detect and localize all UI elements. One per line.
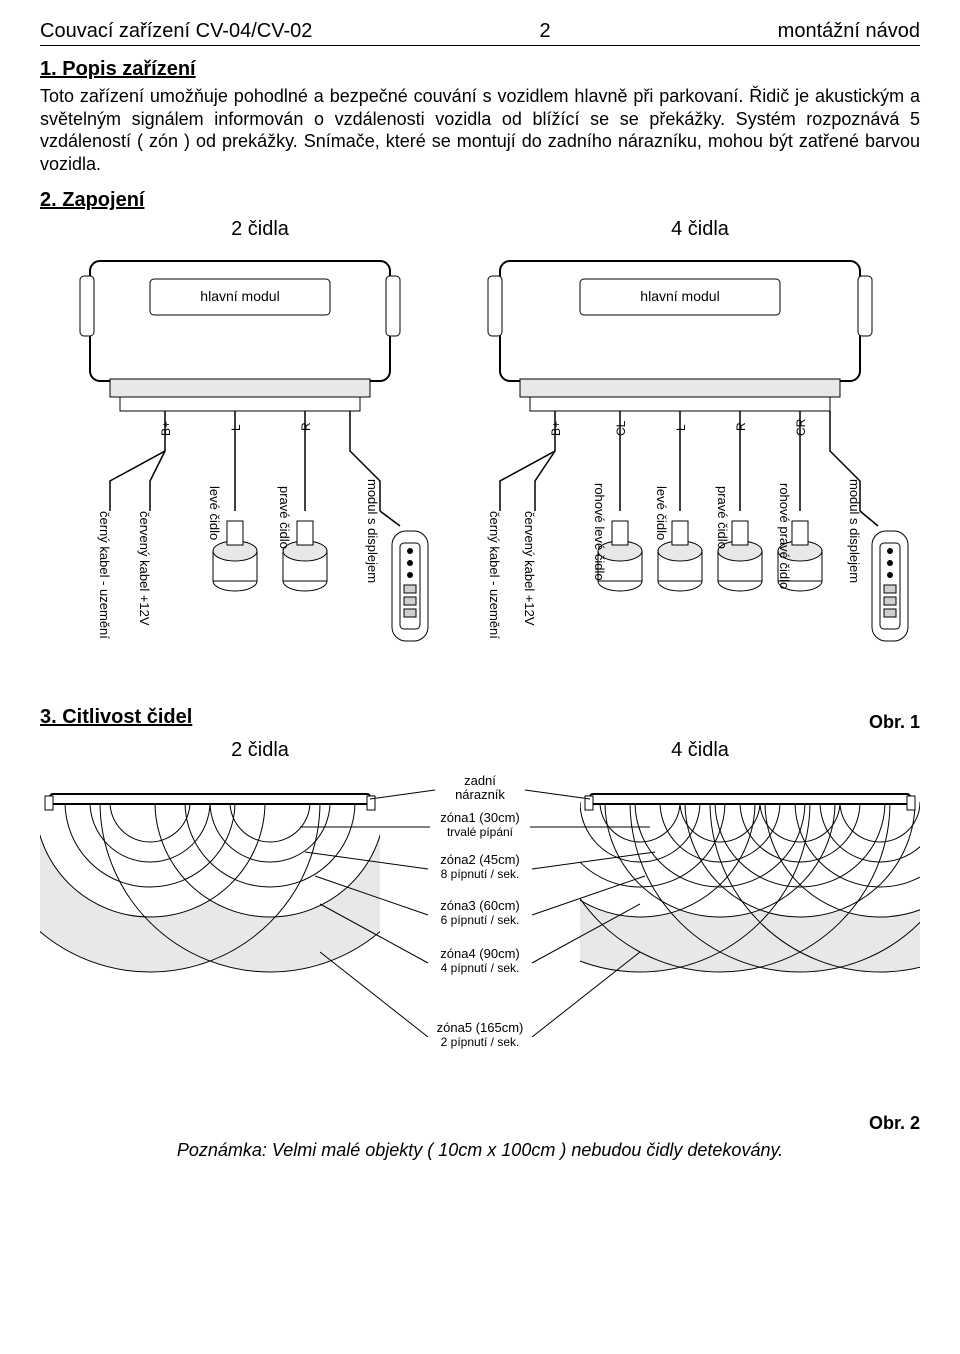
- svg-text:CL: CL: [614, 420, 628, 436]
- header-center: 2: [539, 20, 550, 43]
- svg-text:rohové levé čidlo: rohové levé čidlo: [592, 483, 607, 581]
- svg-text:zóna5 (165cm): zóna5 (165cm): [437, 1020, 524, 1035]
- svg-text:L: L: [229, 424, 243, 431]
- svg-text:pravé čidlo: pravé čidlo: [715, 486, 730, 549]
- wiring-left-label: 2 čidla: [231, 218, 289, 241]
- header-left: Couvací zařízení CV-04/CV-02: [40, 20, 312, 43]
- module-label-4: hlavní modul: [640, 288, 719, 304]
- svg-text:zóna2 (45cm): zóna2 (45cm): [440, 852, 519, 867]
- svg-text:modul s displejem: modul s displejem: [365, 479, 380, 583]
- svg-text:červený kabel +12V: červený kabel +12V: [522, 511, 537, 626]
- svg-text:zadní: zadní: [464, 773, 496, 788]
- svg-text:L: L: [674, 424, 688, 431]
- module-label-2: hlavní modul: [200, 288, 279, 304]
- svg-text:B+: B+: [159, 421, 173, 436]
- svg-text:černý kabel - uzemění: černý kabel - uzemění: [97, 511, 112, 639]
- section1-title: 1. Popis zařízení: [40, 58, 920, 81]
- svg-text:B+: B+: [549, 421, 563, 436]
- svg-text:4 pípnutí / sek.: 4 pípnutí / sek.: [441, 961, 520, 975]
- footnote: Poznámka: Velmi malé objekty ( 10cm x 10…: [40, 1140, 920, 1161]
- page-header: Couvací zařízení CV-04/CV-02 2 montážní …: [40, 20, 920, 46]
- svg-text:6 pípnutí / sek.: 6 pípnutí / sek.: [441, 913, 520, 927]
- section1-text: Toto zařízení umožňuje pohodlné a bezpeč…: [40, 85, 920, 175]
- svg-text:CR: CR: [794, 418, 808, 436]
- svg-text:levé čidlo: levé čidlo: [654, 486, 669, 540]
- svg-text:nárazník: nárazník: [455, 787, 505, 802]
- header-right: montážní návod: [778, 20, 920, 43]
- svg-text:modul s displejem: modul s displejem: [847, 479, 862, 583]
- svg-text:levé čidlo: levé čidlo: [207, 486, 222, 540]
- wiring-subheaders: 2 čidla 4 čidla: [40, 218, 920, 241]
- svg-text:8 pípnutí / sek.: 8 pípnutí / sek.: [441, 867, 520, 881]
- sens-right-label: 4 čidla: [671, 739, 729, 762]
- svg-text:rohové pravé čidlo: rohové pravé čidlo: [777, 483, 792, 589]
- section3-title: 3. Citlivost čidel: [40, 706, 192, 729]
- svg-text:pravé čidlo: pravé čidlo: [277, 486, 292, 549]
- sensitivity-diagram: zadní nárazník zóna1 (30cm) trvalé pípán…: [40, 772, 920, 1107]
- svg-text:červený kabel +12V: červený kabel +12V: [137, 511, 152, 626]
- svg-text:R: R: [734, 422, 748, 431]
- svg-text:černý kabel - uzemění: černý kabel - uzemění: [487, 511, 502, 639]
- sens-left-label: 2 čidla: [231, 739, 289, 762]
- figure-2-label: Obr. 2: [40, 1113, 920, 1134]
- svg-text:2 pípnutí / sek.: 2 pípnutí / sek.: [441, 1035, 520, 1049]
- sensitivity-subheaders: 2 čidla 4 čidla: [40, 739, 920, 762]
- page: Couvací zařízení CV-04/CV-02 2 montážní …: [0, 0, 960, 1191]
- figure-1-label: Obr. 1: [869, 712, 920, 733]
- section2-title: 2. Zapojení: [40, 189, 920, 212]
- svg-text:R: R: [299, 422, 313, 431]
- svg-text:zóna4 (90cm): zóna4 (90cm): [440, 946, 519, 961]
- svg-text:zóna3 (60cm): zóna3 (60cm): [440, 898, 519, 913]
- svg-text:zóna1 (30cm): zóna1 (30cm): [440, 810, 519, 825]
- wiring-right-label: 4 čidla: [671, 218, 729, 241]
- wiring-diagram: hlavní modul B+ L R: [40, 251, 920, 686]
- svg-text:trvalé pípání: trvalé pípání: [447, 825, 514, 839]
